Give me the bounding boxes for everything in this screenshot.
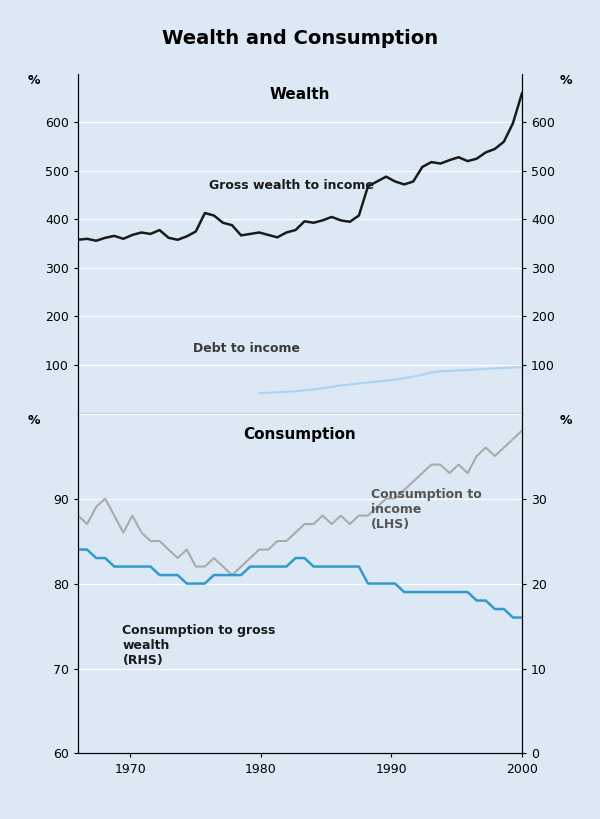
Text: Wealth and Consumption: Wealth and Consumption xyxy=(162,29,438,48)
Text: %: % xyxy=(28,74,40,87)
Text: Wealth: Wealth xyxy=(270,88,330,102)
Text: %: % xyxy=(560,74,572,87)
Text: Consumption to
income
(LHS): Consumption to income (LHS) xyxy=(371,488,482,532)
Text: %: % xyxy=(28,414,40,427)
Text: %: % xyxy=(560,414,572,427)
Text: Consumption: Consumption xyxy=(244,428,356,442)
Text: Debt to income: Debt to income xyxy=(193,342,300,355)
Text: Consumption to gross
wealth
(RHS): Consumption to gross wealth (RHS) xyxy=(122,624,276,667)
Text: Gross wealth to income: Gross wealth to income xyxy=(209,179,374,192)
